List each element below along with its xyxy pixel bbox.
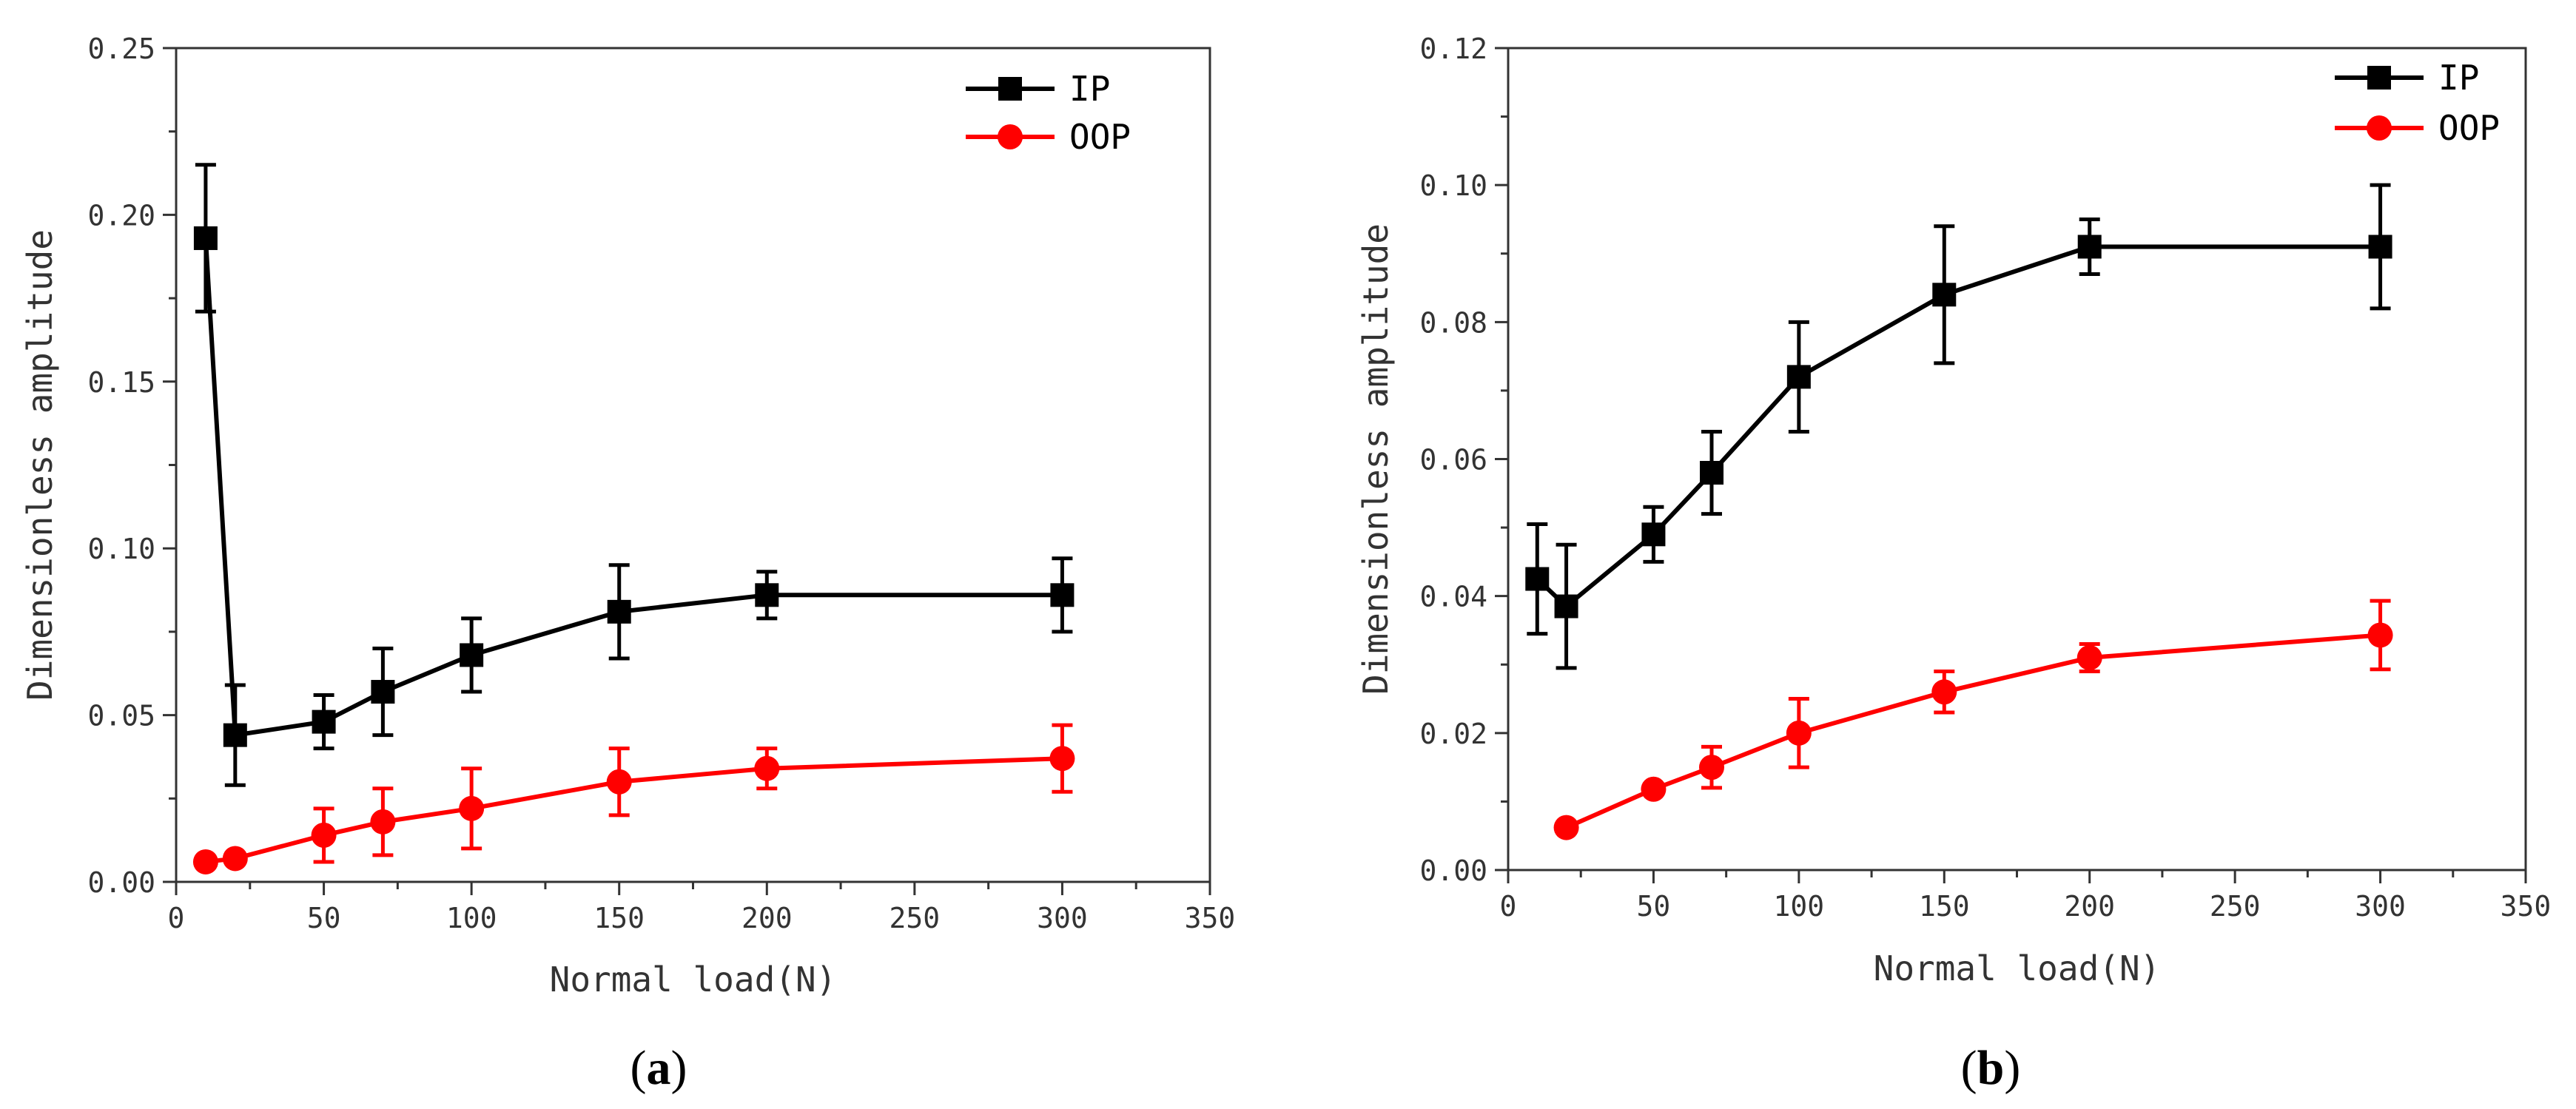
data-point-circle [311,822,337,848]
series-line [203,237,1063,738]
legend-label-ip: IP [1069,69,1110,109]
panel-label: (a) [630,1041,687,1095]
y-axis-title: Dimensionless amplitude [20,229,60,701]
data-point-circle [1931,679,1957,705]
data-point-square [460,643,484,667]
data-point-square [1700,461,1724,485]
data-point-square [1786,365,1811,389]
y-tick-label: 0.20 [87,199,155,232]
data-point-square [1525,567,1550,591]
legend-label-oop: OOP [1069,117,1131,157]
legend-label-ip: IP [2438,58,2479,98]
legend-marker-circle [2367,115,2392,141]
panel-label-close: ) [671,1041,687,1095]
legend-marker-square [998,77,1022,101]
panel-label: (b) [1961,1041,2021,1095]
plot-frame [1507,47,2527,872]
panel-label-letter: b [1977,1041,2005,1095]
y-tick-label: 0.06 [1419,444,1487,476]
x-tick-label: 350 [1185,902,1236,934]
data-point-circle [192,849,218,874]
x-tick-label: 0 [1500,890,1517,923]
series-ip [193,163,1075,787]
data-point-square [1932,283,1957,307]
data-point-circle [370,809,396,835]
data-point-circle [2367,622,2393,648]
x-tick-label: 250 [890,902,941,934]
data-point-circle [1049,746,1075,772]
x-tick-label: 100 [446,902,497,934]
y-tick-label: 0.10 [1419,169,1487,202]
legend-marker-square [2367,66,2391,90]
y-tick-label: 0.04 [1419,581,1487,613]
y-tick-label: 0.00 [1419,854,1487,887]
data-point-circle [606,769,632,795]
series-oop [1553,599,2393,840]
x-tick-label: 150 [593,902,645,934]
panel-label-close: ) [2004,1041,2020,1095]
data-point-circle [1699,755,1724,781]
data-point-square [1641,522,1666,547]
x-tick-label: 50 [1637,890,1671,923]
panel-label-open: ( [630,1041,647,1095]
data-point-square [312,709,336,734]
panel-label-open: ( [1961,1041,1977,1095]
series-ip [1525,183,2392,670]
x-tick-label: 150 [1919,890,1970,923]
y-tick-label: 0.08 [1419,306,1487,339]
y-tick-label: 0.10 [87,533,155,565]
data-point-circle [2076,644,2102,670]
data-point-square [2077,235,2102,259]
data-point-square [607,599,631,624]
y-tick-label: 0.00 [87,866,155,899]
data-point-square [371,680,395,704]
data-point-circle [754,755,780,781]
data-point-circle [222,846,248,872]
chart-panel-b: 0 50 100 150 200 250 300 350 0.00 0.02 0.04 0.06 0.0… [1356,33,2551,1095]
x-axis-title: Normal load(N) [1874,948,2161,988]
data-point-square [223,723,247,747]
data-point-circle [459,795,485,821]
series-line [1565,633,2381,830]
series-oop [192,723,1075,874]
data-point-square [1050,583,1075,607]
y-tick-label: 0.12 [1419,33,1487,65]
x-tick-label: 300 [2355,890,2406,923]
x-tick-label: 50 [307,902,341,934]
data-point-square [1554,594,1578,618]
series-line [1536,244,2381,610]
x-tick-label: 300 [1037,902,1088,934]
y-tick-label: 0.15 [87,366,155,399]
data-point-circle [1553,815,1579,840]
y-tick-label: 0.02 [1419,718,1487,750]
data-point-circle [1641,776,1667,802]
y-axis-title: Dimensionless amplitude [1356,223,1396,695]
data-point-square [755,583,779,607]
y-tick-label: 0.25 [87,33,155,65]
y-tick-label: 0.05 [87,700,155,732]
x-tick-label: 250 [2210,890,2261,923]
x-axis-title: Normal load(N) [550,960,837,1000]
data-point-square [193,226,218,250]
x-tick-label: 200 [741,902,793,934]
chart-panel-a: 0 50 100 150 200 250 300 350 0.00 0.05 0.10 0.15 0.2… [20,33,1235,1095]
legend-label-oop: OOP [2438,108,2500,148]
legend-marker-circle [998,124,1023,149]
x-tick-label: 350 [2501,890,2552,923]
x-tick-label: 0 [168,902,185,934]
panel-label-letter: a [647,1041,671,1095]
series-line [205,756,1063,864]
x-tick-label: 200 [2064,890,2115,923]
x-tick-label: 100 [1774,890,1825,923]
data-point-circle [1786,720,1812,746]
data-point-square [2368,235,2392,259]
